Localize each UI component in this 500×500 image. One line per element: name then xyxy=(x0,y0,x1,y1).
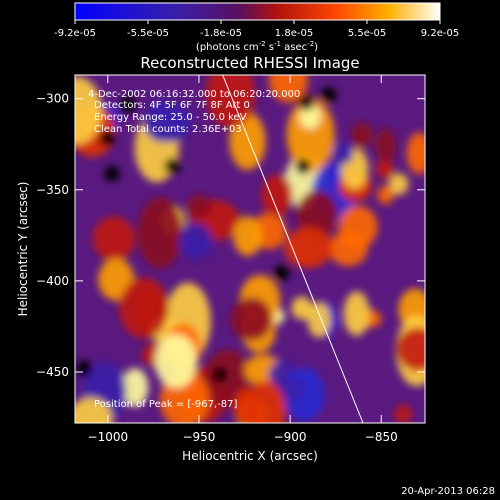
heatmap-blob xyxy=(75,76,103,145)
heatmap-blob xyxy=(320,86,337,103)
heatmap-blob xyxy=(296,190,338,238)
heatmap-blob xyxy=(388,173,409,195)
heatmap-blob xyxy=(291,296,313,320)
x-axis-ticks: −1000 −950 −900 −850 xyxy=(88,75,398,444)
plot-frame xyxy=(74,74,426,424)
heatmap-blob xyxy=(298,94,315,111)
annotation-detectors: Detectors: 4F 5F 6F 7F 8F Att 0 xyxy=(94,100,250,111)
colorbar-tick-label: -1.8e-05 xyxy=(200,28,242,39)
annotations: 4-Dec-2002 06:16:32.000 to 06:20:20.000 … xyxy=(88,89,300,410)
colorbar-units: (photons cm-2 s-1 asec-2) xyxy=(196,40,318,53)
annotation-peak: Position of Peak = [-967,-87] xyxy=(94,399,238,410)
heatmap-blob xyxy=(119,277,169,339)
heatmap-blob xyxy=(375,128,396,162)
heatmap-blob xyxy=(286,98,335,173)
x-axis-label: Heliocentric X (arcsec) xyxy=(182,449,318,463)
heatmap-blob xyxy=(120,96,137,113)
heatmap-blob xyxy=(211,366,228,383)
colorbar-ticks: -9.2e-05 -5.5e-05 -1.8e-05 1.8e-05 5.5e-05 9.… xyxy=(54,20,459,39)
colorbar-tick-label: -5.5e-05 xyxy=(127,28,169,39)
heatmap-blob xyxy=(164,157,181,174)
annotation-energy: Energy Range: 25.0 - 50.0 keV xyxy=(94,112,247,123)
heatmap-blob xyxy=(178,222,213,260)
y-tick-label: −300 xyxy=(36,92,69,106)
y-tick-label: −450 xyxy=(36,365,69,379)
solar-limb-line xyxy=(222,74,364,424)
heatmap-blob xyxy=(187,194,212,218)
heatmap-blob xyxy=(121,368,149,407)
heatmap-blob xyxy=(137,197,183,269)
heatmap-blob xyxy=(99,130,116,147)
y-tick-label: −350 xyxy=(36,183,69,197)
heatmap-blob xyxy=(396,327,425,372)
heatmap-blob xyxy=(148,102,192,143)
heatmap-blob xyxy=(230,297,273,341)
heatmap-blob xyxy=(338,205,378,249)
y-tick-label: −400 xyxy=(36,274,69,288)
heatmap-blob xyxy=(282,378,306,402)
y-axis-label: Heliocentric Y (arcsec) xyxy=(16,182,30,317)
heatmap-blob xyxy=(406,132,425,175)
heatmap-blob xyxy=(244,380,286,423)
colorbar-tick-label: 5.5e-05 xyxy=(348,28,386,39)
heatmap-blob xyxy=(273,264,290,281)
heatmap-blob xyxy=(351,122,373,148)
colorbar xyxy=(74,2,441,21)
heatmap-blob xyxy=(394,404,412,423)
x-tick-label: −850 xyxy=(365,430,398,444)
heatmap-blob xyxy=(295,158,312,175)
heatmap-blob xyxy=(376,158,394,180)
heatmap-blob xyxy=(284,227,333,268)
heatmap-blob xyxy=(377,185,394,205)
x-tick-label: −950 xyxy=(182,430,215,444)
colorbar-tick-label: 9.2e-05 xyxy=(421,28,459,39)
heatmap-blob xyxy=(205,75,256,128)
footer-timestamp: 20-Apr-2013 06:28 xyxy=(401,486,495,497)
annotation-clean: Clean Total counts: 2.36E+03 xyxy=(94,124,242,135)
heatmap-blob xyxy=(92,216,136,261)
heatmap-blob xyxy=(261,174,293,217)
annotation-time: 4-Dec-2002 06:16:32.000 to 06:20:20.000 xyxy=(88,89,300,100)
heatmap-blob xyxy=(75,397,113,423)
heatmap-blob xyxy=(332,142,354,165)
heatmap-blob xyxy=(76,360,93,377)
y-axis-ticks: −300 −350 −400 −450 xyxy=(36,92,425,379)
x-tick-label: −1000 xyxy=(88,430,129,444)
heatmap-blob xyxy=(154,334,197,389)
heatmap-blob xyxy=(103,165,120,182)
heatmap-image xyxy=(75,75,425,423)
x-tick-label: −900 xyxy=(274,430,307,444)
heatmap-blob xyxy=(268,75,308,103)
heatmap-blob xyxy=(233,216,263,257)
colorbar-tick-label: -9.2e-05 xyxy=(54,28,96,39)
chart-title: Reconstructed RHESSI Image xyxy=(140,54,359,72)
colorbar-tick-label: 1.8e-05 xyxy=(275,28,313,39)
heatmap-blob xyxy=(343,291,370,336)
heatmap-blob xyxy=(229,112,266,170)
